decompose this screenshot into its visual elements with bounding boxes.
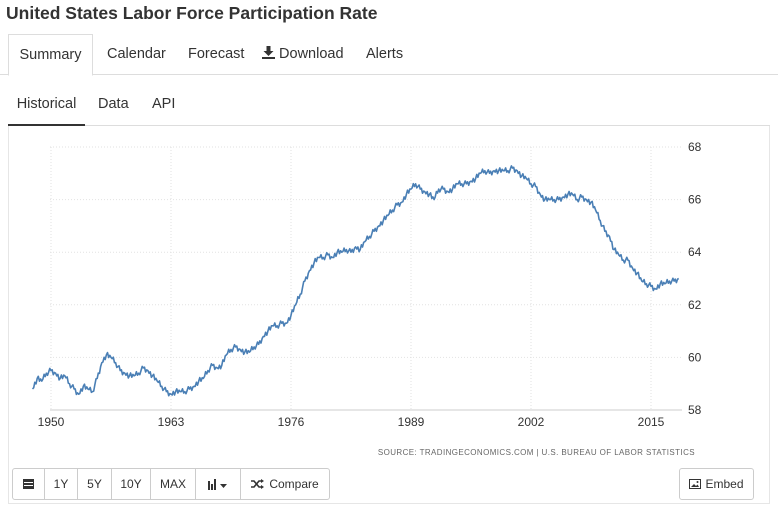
compare-button[interactable]: Compare: [240, 468, 330, 500]
chart-type-button[interactable]: [195, 468, 241, 500]
download-icon: [262, 46, 275, 59]
tab-download[interactable]: Download: [262, 34, 344, 75]
sub-tabs: Historical Data API: [8, 89, 770, 126]
y-tick-label: 62: [688, 298, 702, 312]
range-max-button[interactable]: MAX: [150, 468, 196, 500]
y-tick-label: 60: [688, 350, 702, 364]
main-tabs: Summary Calendar Forecast Download Alert…: [0, 34, 778, 76]
y-tick-label: 68: [688, 140, 702, 154]
tab-historical[interactable]: Historical: [8, 89, 85, 126]
y-tick-label: 58: [688, 403, 702, 417]
tab-forecast[interactable]: Forecast: [188, 46, 245, 62]
page-title: United States Labor Force Participation …: [6, 3, 378, 23]
range-10y-button[interactable]: 10Y: [111, 468, 151, 500]
tab-download-label: Download: [279, 46, 344, 62]
embed-label: Embed: [705, 477, 744, 491]
y-axis: 68 66 64 62 60 58: [688, 140, 702, 417]
chart-container: [8, 126, 770, 504]
x-axis: 1950 1963 1976 1989 2002 2015: [38, 415, 665, 429]
x-tick-label: 2002: [518, 415, 545, 429]
bar-chart-icon: [208, 478, 227, 490]
tab-api[interactable]: API: [152, 96, 176, 112]
chart-grid: [50, 146, 682, 411]
y-tick-label: 64: [688, 245, 702, 259]
x-tick-label: 1963: [158, 415, 185, 429]
x-tick-label: 1950: [38, 415, 65, 429]
range-button-group: 1Y 5Y 10Y MAX Compare: [12, 468, 330, 500]
embed-button[interactable]: Embed: [679, 468, 754, 500]
source-label: SOURCE: TRADINGECONOMICS.COM | U.S. BURE…: [378, 448, 695, 457]
tab-calendar[interactable]: Calendar: [107, 46, 166, 62]
x-tick-label: 1976: [278, 415, 305, 429]
x-tick-label: 2015: [638, 415, 665, 429]
tab-alerts[interactable]: Alerts: [366, 46, 404, 62]
tab-data[interactable]: Data: [98, 96, 129, 112]
line-chart: 1950 1963 1976 1989 2002 2015 68 66 64 62 60 58 SO…: [31, 140, 702, 457]
image-icon: [689, 479, 702, 489]
table-icon: [23, 479, 34, 489]
series-line: [31, 165, 680, 397]
x-tick-label: 1989: [398, 415, 425, 429]
range-1y-button[interactable]: 1Y: [44, 468, 78, 500]
range-5y-button[interactable]: 5Y: [77, 468, 112, 500]
shuffle-icon: [251, 479, 265, 489]
compare-label: Compare: [269, 477, 319, 491]
table-view-button[interactable]: [12, 468, 45, 500]
y-tick-label: 66: [688, 193, 702, 207]
tab-summary[interactable]: Summary: [8, 34, 93, 76]
